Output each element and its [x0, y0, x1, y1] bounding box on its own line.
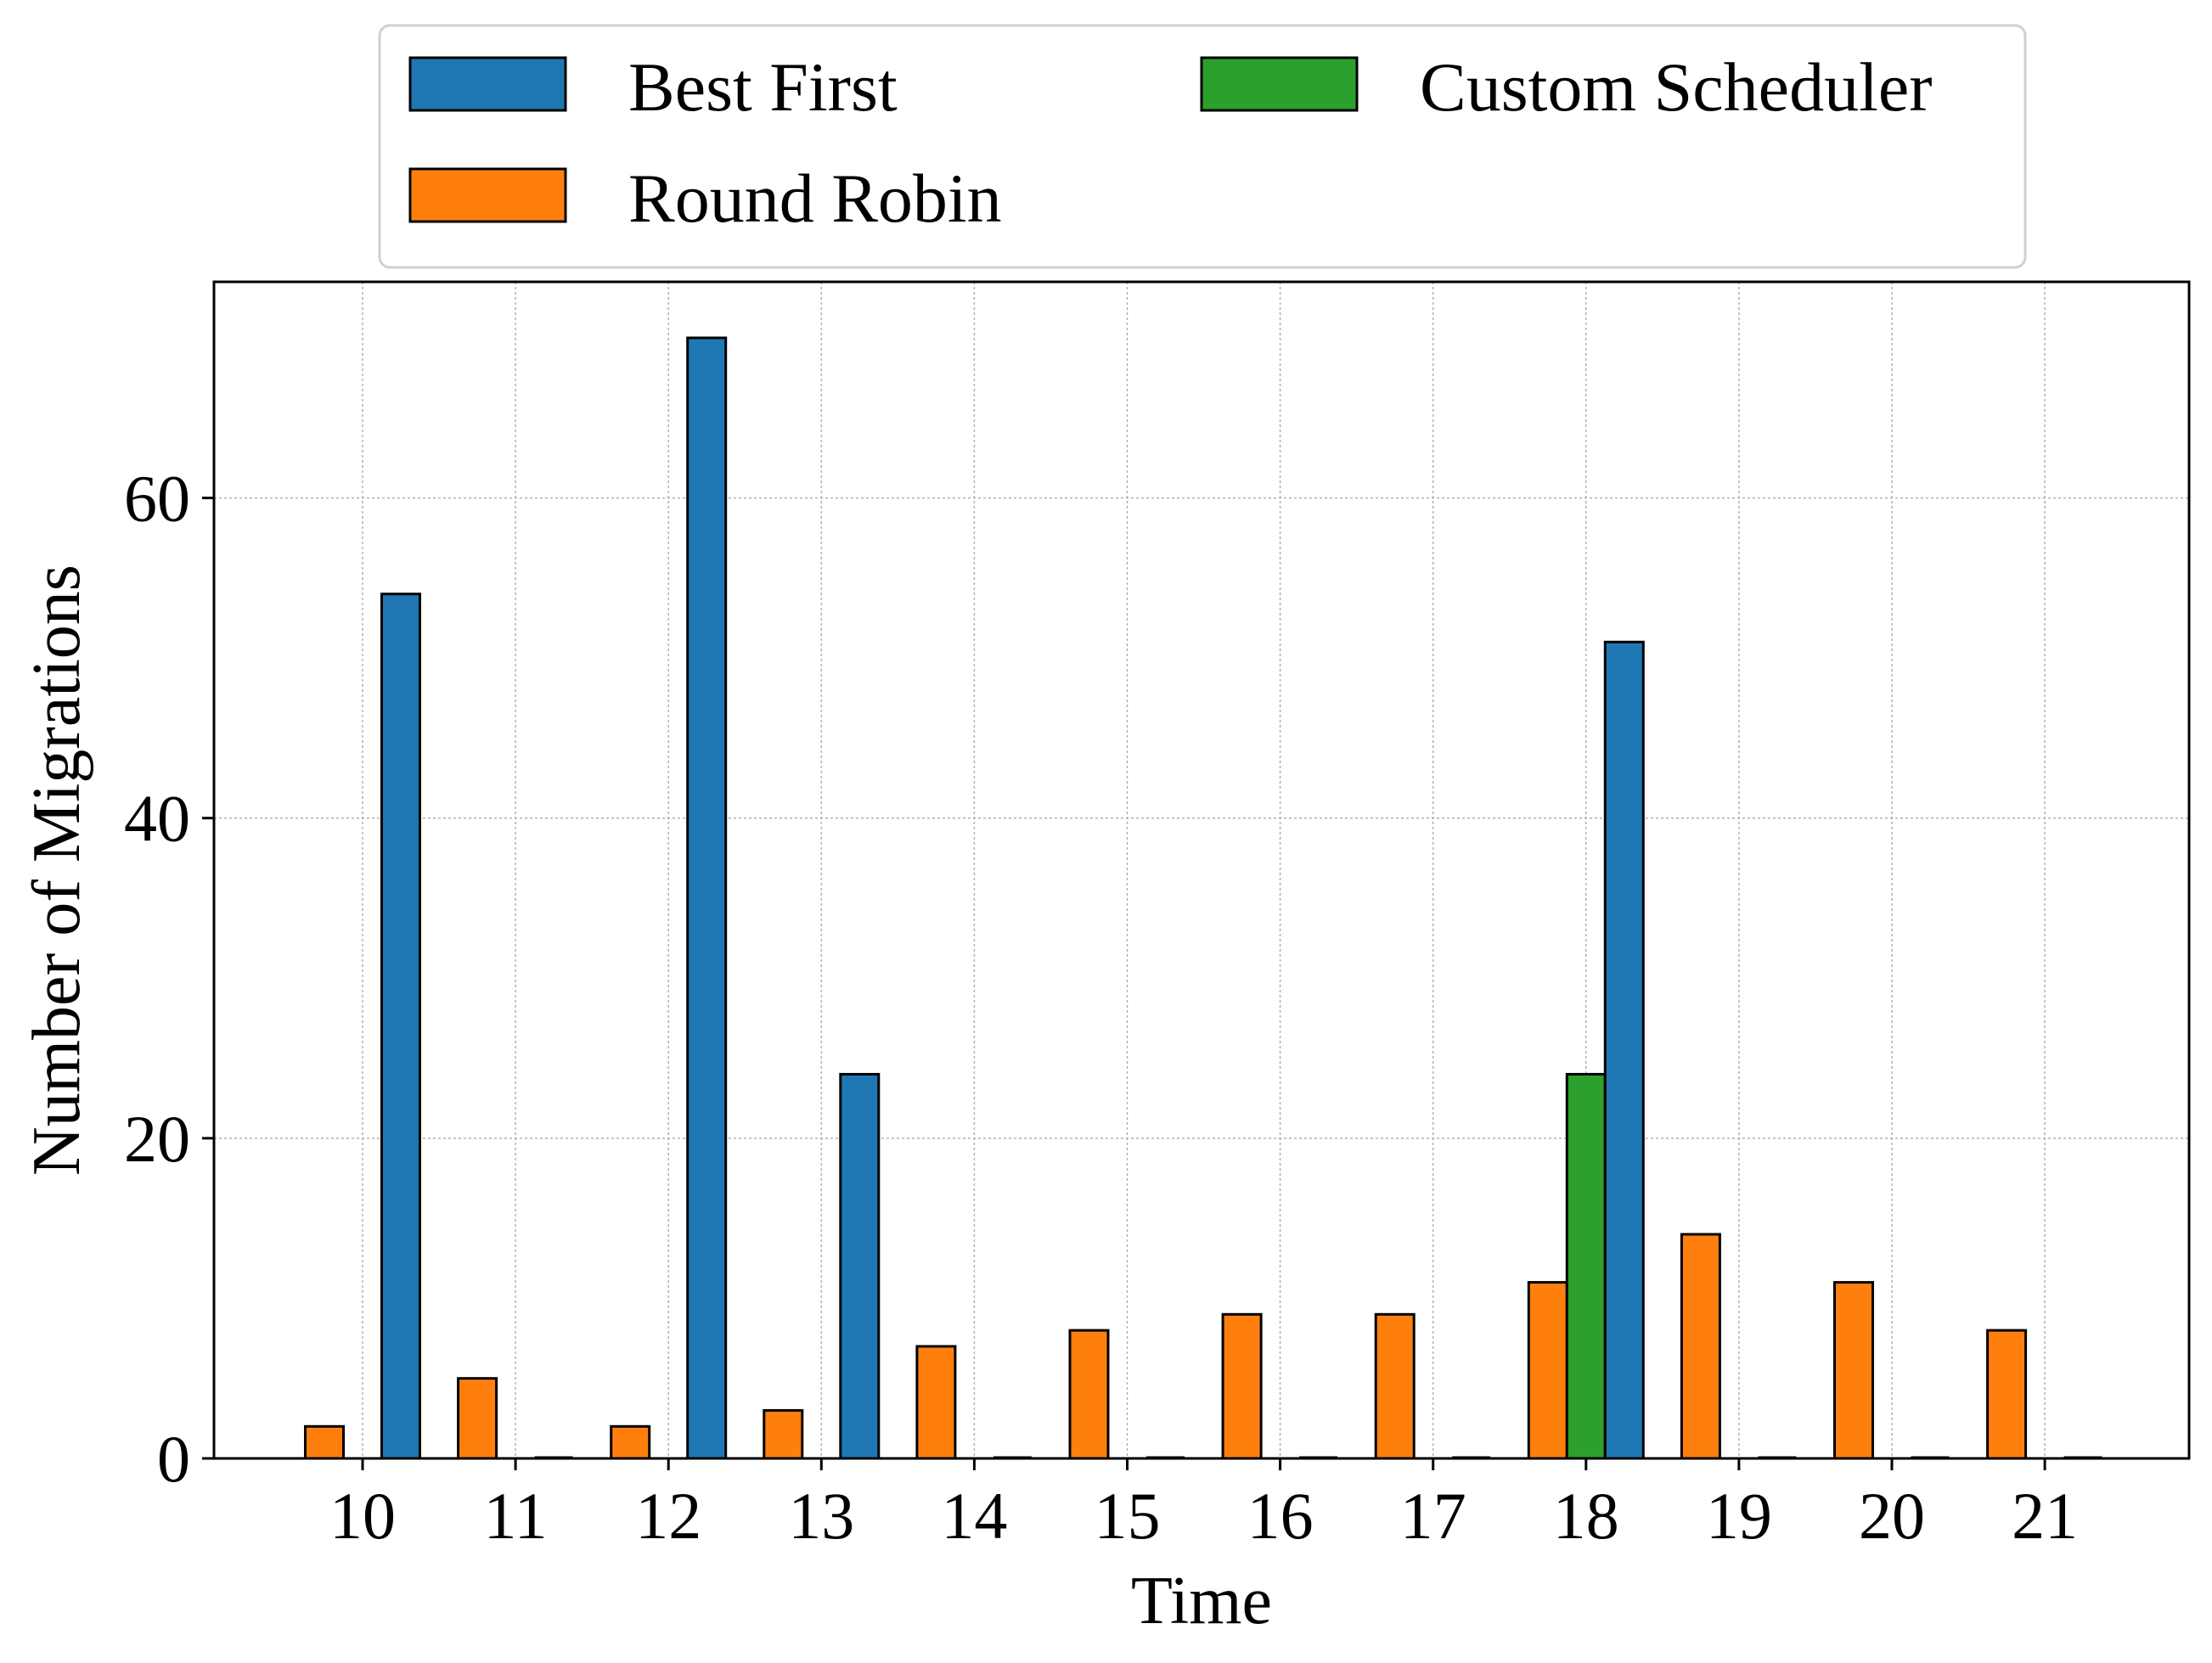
x-tick-label: 12 — [635, 1479, 701, 1553]
bar-custom-scheduler — [1565, 1072, 1607, 1460]
x-tick-label: 14 — [941, 1479, 1007, 1553]
legend-label-round-robin: Round Robin — [628, 160, 1002, 237]
bars — [304, 336, 2102, 1460]
bar-round-robin — [1680, 1233, 1721, 1460]
y-axis-title: Number of Migrations — [20, 565, 94, 1176]
x-tick-label: 10 — [329, 1479, 396, 1553]
bar-round-robin — [915, 1345, 957, 1460]
bar-round-robin — [457, 1377, 498, 1460]
x-tick-label: 19 — [1706, 1479, 1772, 1553]
y-tick-label: 40 — [124, 782, 190, 856]
bar-round-robin — [304, 1424, 345, 1460]
x-axis-title: Time — [1131, 1564, 1272, 1638]
bar-round-robin — [1986, 1329, 2028, 1460]
bar-best-first — [686, 336, 728, 1460]
y-tick-label: 0 — [157, 1422, 190, 1496]
legend-swatch-best-first — [408, 56, 567, 112]
x-tick-label: 13 — [788, 1479, 854, 1553]
legend-label-custom-scheduler: Custom Scheduler — [1420, 48, 1933, 126]
legend-swatch-round-robin — [408, 167, 567, 223]
y-axis-ticks: 0 20 40 60 — [124, 462, 214, 1496]
bar-best-first — [380, 593, 421, 1460]
x-tick-label: 17 — [1400, 1479, 1466, 1553]
bar-round-robin — [1527, 1281, 1568, 1460]
x-tick-label: 21 — [2012, 1479, 2078, 1553]
legend-label-best-first: Best First — [628, 48, 898, 126]
plot-area — [212, 280, 2191, 1460]
bar-round-robin — [763, 1408, 804, 1460]
x-tick-label: 18 — [1553, 1479, 1619, 1553]
bar-best-first — [839, 1072, 881, 1460]
bar-round-robin — [1068, 1329, 1110, 1460]
grid-lines — [214, 282, 2189, 1458]
y-tick-label: 60 — [124, 462, 190, 536]
x-tick-label: 16 — [1247, 1479, 1314, 1553]
legend-frame — [378, 24, 2027, 269]
x-tick-label: 15 — [1095, 1479, 1161, 1553]
x-axis-ticks: 10 11 12 13 14 15 16 17 18 19 20 21 — [329, 1458, 2078, 1553]
y-tick-label: 20 — [124, 1102, 190, 1176]
plot-frame — [212, 280, 2191, 1460]
x-tick-label: 11 — [484, 1479, 548, 1553]
bar-round-robin — [610, 1424, 651, 1460]
bar-round-robin — [1374, 1312, 1416, 1460]
x-tick-label: 20 — [1859, 1479, 1925, 1553]
bar-round-robin — [1221, 1312, 1263, 1460]
legend-swatch-custom-scheduler — [1200, 56, 1359, 112]
legend: Best First Custom Scheduler Round Robin — [378, 24, 2027, 269]
bar-best-first — [1603, 640, 1645, 1460]
bar-round-robin — [1833, 1281, 1874, 1460]
